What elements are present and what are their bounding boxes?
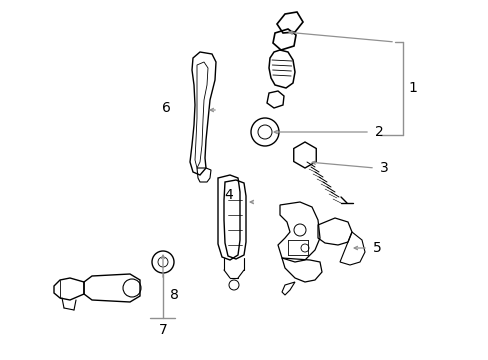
- Text: 3: 3: [379, 161, 388, 175]
- Text: 6: 6: [162, 101, 170, 115]
- Text: 5: 5: [372, 241, 381, 255]
- Text: 7: 7: [158, 323, 167, 337]
- Text: 8: 8: [170, 288, 179, 302]
- Text: 2: 2: [374, 125, 383, 139]
- Text: 4: 4: [224, 188, 232, 202]
- Text: 1: 1: [407, 81, 416, 95]
